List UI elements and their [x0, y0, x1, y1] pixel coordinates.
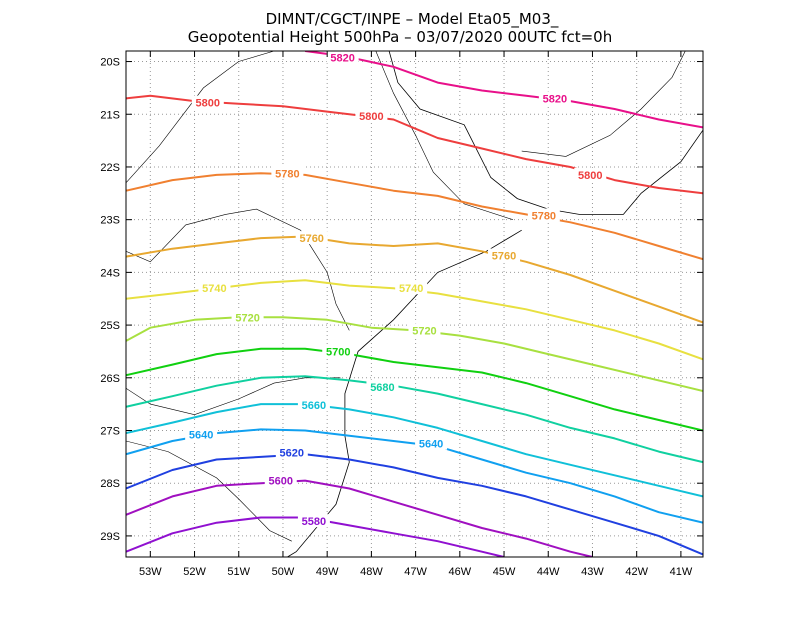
- contour-label-5780-1: 5780: [532, 210, 556, 222]
- x-tick-label-2: 51W: [227, 566, 250, 578]
- y-tick-label-7: 27S: [100, 426, 120, 438]
- contour-label-bg-5580-0: [297, 514, 330, 528]
- contour-label-5780-0: 5780: [275, 168, 299, 180]
- contour-label-bg-5780-0: [271, 166, 304, 180]
- contour-label-5620-0: 5620: [280, 448, 304, 460]
- x-tick-label-7: 46W: [449, 566, 472, 578]
- contour-label-5740-0: 5740: [202, 283, 226, 295]
- y-tick-label-8: 28S: [100, 478, 120, 490]
- y-axis: 20S 21S 22S 23S 24S 25S 26S 27S 28S 29S: [100, 57, 703, 543]
- contour-label-bg-5740-1: [395, 281, 428, 295]
- y-tick-label-3: 23S: [100, 215, 120, 227]
- grid-lines: [126, 51, 703, 557]
- contour-label-bg-5800-0: [191, 95, 224, 109]
- y-tick-label-6: 26S: [100, 373, 120, 385]
- contour-5700: [126, 347, 703, 432]
- contour-label-bg-5700-0: [322, 344, 355, 358]
- x-tick-label-8: 45W: [493, 566, 516, 578]
- contour-label-5640-1: 5640: [419, 439, 443, 451]
- x-tick-label-12: 41W: [670, 566, 693, 578]
- contour-label-5820-1: 5820: [543, 93, 567, 105]
- contour-label-bg-5600-0: [264, 473, 297, 487]
- contour-label-5660-0: 5660: [302, 400, 326, 412]
- contour-label-bg-5760-0: [295, 231, 328, 245]
- contour-label-bg-5800-2: [574, 167, 607, 181]
- x-axis: 53W 52W 51W 50W 49W 48W 47W 46W 45W 44W 43W 42W 41W: [139, 51, 693, 578]
- contour-label-5680-0: 5680: [370, 382, 394, 394]
- contour-5680: [126, 375, 703, 464]
- state-border-5: [521, 51, 686, 157]
- contour-label-5700-0: 5700: [326, 346, 350, 358]
- contour-label-5740-1: 5740: [399, 283, 423, 295]
- state-border-0: [126, 208, 350, 331]
- contour-5780: [126, 172, 703, 261]
- x-tick-label-9: 44W: [537, 566, 560, 578]
- state-border-4: [375, 51, 513, 220]
- contour-label-5820-0: 5820: [330, 52, 354, 64]
- contour-label-5720-0: 5720: [235, 313, 259, 325]
- plot-frame: [125, 50, 704, 558]
- state-border-1: [126, 377, 341, 416]
- chart-title: DIMNT/CGCT/INPE – Model Eta05_M03_: [266, 10, 559, 29]
- contour-label-bg-5800-1: [355, 108, 388, 122]
- y-tick-label-1: 21S: [100, 109, 120, 121]
- state-border-3: [126, 51, 275, 184]
- x-tick-label-4: 49W: [316, 566, 339, 578]
- contour-label-5720-1: 5720: [412, 325, 436, 337]
- contour-label-bg-5780-1: [527, 208, 560, 222]
- x-tick-label-6: 47W: [404, 566, 427, 578]
- coastline-south: [287, 229, 522, 557]
- chart-subtitle: Geopotential Height 500hPa – 03/07/2020 …: [188, 28, 612, 46]
- x-tick-label-5: 48W: [360, 566, 383, 578]
- contour-lines: [126, 51, 703, 557]
- contour-label-bg-5660-0: [297, 398, 330, 412]
- contour-label-5800-1: 5800: [359, 111, 383, 123]
- contour-5760: [126, 235, 703, 324]
- contour-label-5800-0: 5800: [196, 98, 220, 110]
- contour-label-bg-5820-1: [538, 91, 571, 105]
- contour-label-bg-5680-0: [366, 379, 399, 393]
- contour-label-bg-5740-0: [198, 281, 231, 295]
- contour-label-bg-5620-0: [275, 445, 308, 459]
- y-tick-label-9: 29S: [100, 531, 120, 543]
- contour-label-5760-0: 5760: [299, 233, 323, 245]
- contour-label-5760-1: 5760: [492, 251, 516, 263]
- contour-label-bg-5760-1: [488, 248, 521, 262]
- contour-5620: [126, 453, 703, 556]
- y-tick-label-4: 24S: [100, 267, 120, 279]
- coastline-north: [388, 51, 703, 215]
- contour-label-bg-5640-1: [415, 436, 448, 450]
- y-tick-label-0: 20S: [100, 57, 120, 69]
- contour-label-bg-5720-0: [231, 310, 264, 324]
- contour-5660: [126, 403, 703, 498]
- y-tick-label-5: 25S: [100, 320, 120, 332]
- contour-labels: 5820 5820 5800 5800 5800 5780 5780 5760 5760 5740…: [185, 50, 607, 528]
- x-tick-label-3: 50W: [272, 566, 295, 578]
- contour-label-bg-5820-0: [326, 50, 359, 64]
- contour-5820: [304, 51, 703, 129]
- x-tick-label-1: 52W: [183, 566, 206, 578]
- x-tick-label-10: 43W: [581, 566, 604, 578]
- contour-label-5640-0: 5640: [189, 430, 213, 442]
- contour-label-5800-2: 5800: [578, 170, 602, 182]
- contour-label-5600-0: 5600: [269, 476, 293, 488]
- contour-label-bg-5720-1: [408, 323, 441, 337]
- x-tick-label-0: 53W: [139, 566, 162, 578]
- map-boundaries: [126, 51, 703, 557]
- contour-label-bg-5640-0: [185, 427, 218, 441]
- x-tick-label-11: 42W: [625, 566, 648, 578]
- state-border-2: [126, 440, 292, 542]
- contour-5600: [126, 479, 593, 557]
- contour-label-5580-0: 5580: [302, 516, 326, 528]
- y-tick-label-2: 22S: [100, 162, 120, 174]
